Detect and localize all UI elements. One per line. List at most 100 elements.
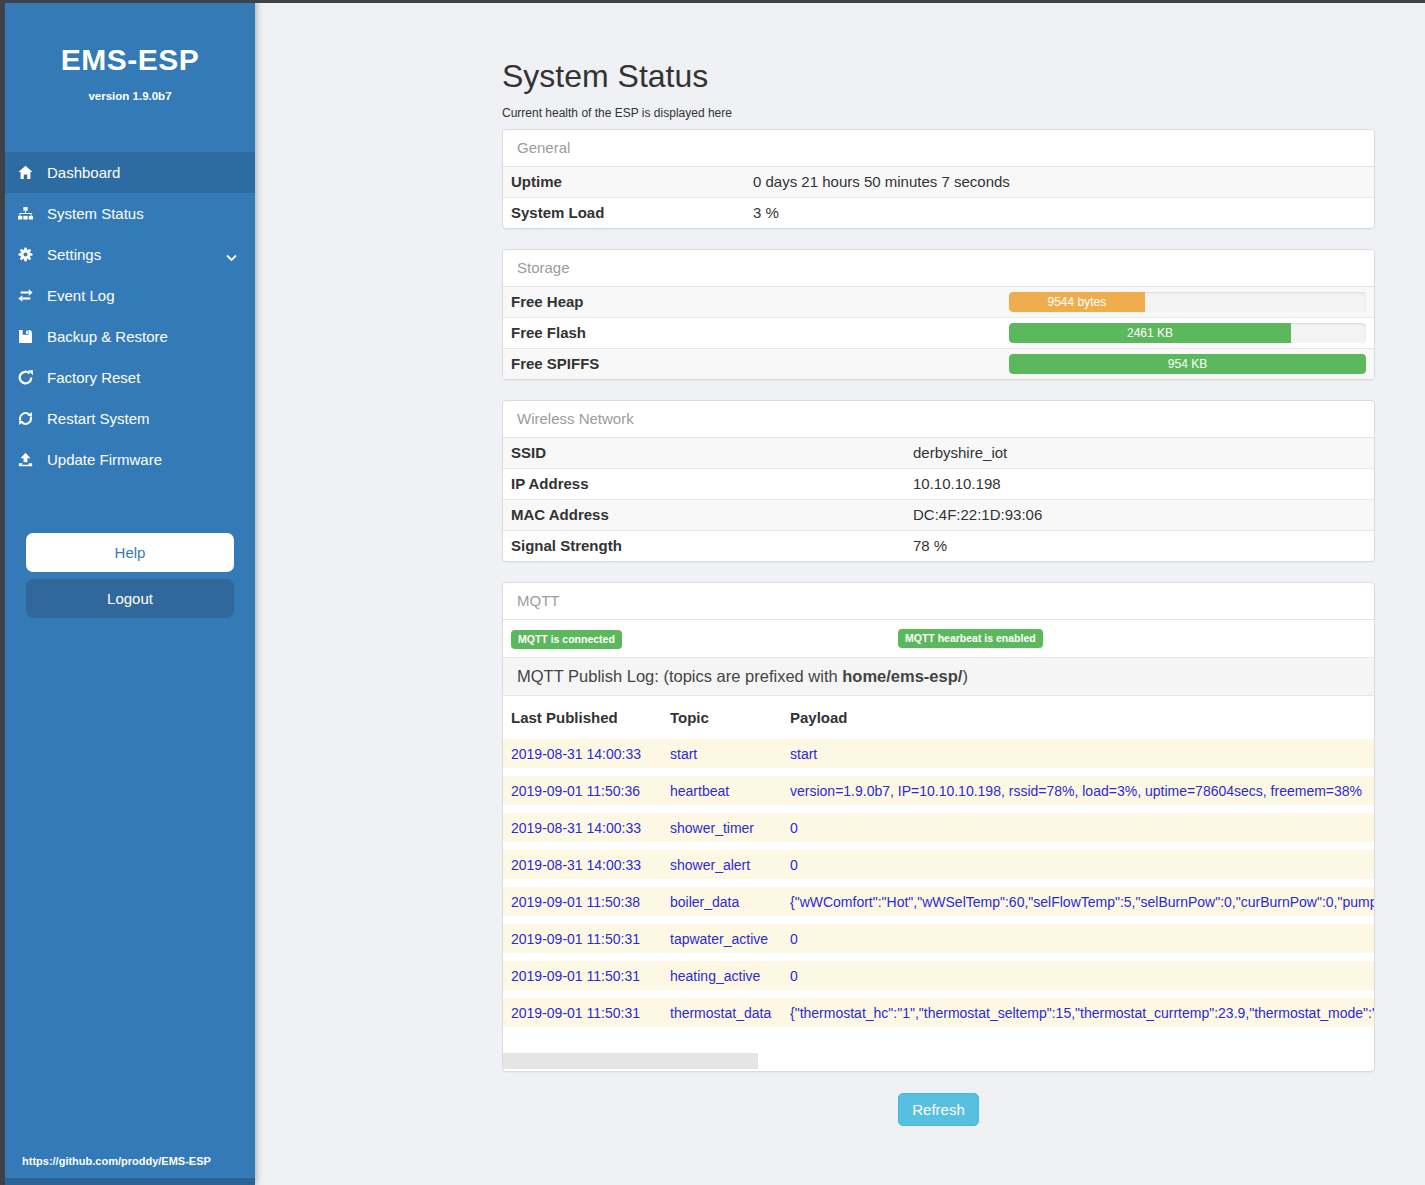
table-row: Uptime0 days 21 hours 50 minutes 7 secon… xyxy=(503,167,1374,197)
row-label: Signal Strength xyxy=(511,536,913,556)
sidebar-item-label: Dashboard xyxy=(47,164,120,181)
table-row: Signal Strength78 % xyxy=(503,530,1374,561)
row-value: 3 % xyxy=(753,203,1366,223)
log-payload: 0 xyxy=(790,968,1374,984)
log-payload: version=1.9.0b7, IP=10.10.10.198, rssid=… xyxy=(790,783,1374,799)
sidebar-item-dashboard[interactable]: Dashboard xyxy=(5,152,255,193)
row-label: Free Heap xyxy=(511,292,1009,312)
log-payload: 0 xyxy=(790,857,1374,873)
log-topic: shower_timer xyxy=(670,820,790,836)
progress-bar-fill: 2461 KB xyxy=(1009,323,1291,343)
row-value: 10.10.10.198 xyxy=(913,474,1366,494)
sidebar-item-label: Backup & Restore xyxy=(47,328,168,345)
sidebar-item-restart-system[interactable]: Restart System xyxy=(5,398,255,439)
row-label: MAC Address xyxy=(511,505,913,525)
log-last-published: 2019-08-31 14:00:33 xyxy=(503,857,670,873)
table-row: System Load3 % xyxy=(503,197,1374,228)
chevron-down-icon xyxy=(226,248,237,265)
table-row: SSIDderbyshire_iot xyxy=(503,438,1374,468)
mqtt-publish-log-caption: MQTT Publish Log: (topics are prefixed w… xyxy=(503,657,1374,696)
sitemap-icon xyxy=(18,206,33,221)
progress-bar-track: 2461 KB xyxy=(1009,323,1366,343)
row-value: 78 % xyxy=(913,536,1366,556)
mqtt-log-row: 2019-08-31 14:00:33shower_alert0 xyxy=(503,850,1374,879)
panel-general-heading: General xyxy=(503,130,1374,167)
progress-bar-fill: 9544 bytes xyxy=(1009,292,1145,312)
upload-icon xyxy=(18,452,33,467)
page-subtitle: Current health of the ESP is displayed h… xyxy=(502,106,1375,120)
panel-storage-heading: Storage xyxy=(503,250,1374,287)
refresh-button[interactable]: Refresh xyxy=(898,1093,979,1126)
table-row: Free Flash2461 KB xyxy=(503,317,1374,348)
log-payload: start xyxy=(790,746,1374,762)
mqtt-log-row: 2019-08-31 14:00:33shower_timer0 xyxy=(503,813,1374,842)
exchange-icon xyxy=(18,288,33,303)
row-label: Uptime xyxy=(511,172,753,192)
row-label: IP Address xyxy=(511,474,913,494)
panel-mqtt-heading: MQTT xyxy=(503,583,1374,620)
page-title: System Status xyxy=(502,0,1375,93)
gear-icon xyxy=(18,247,33,262)
help-button[interactable]: Help xyxy=(26,533,234,572)
save-icon xyxy=(18,329,33,344)
home-icon xyxy=(18,165,33,180)
sidebar-item-label: System Status xyxy=(47,205,144,222)
sidebar-item-settings[interactable]: Settings xyxy=(5,234,255,275)
row-label: System Load xyxy=(511,203,753,223)
progress-bar-track: 954 KB xyxy=(1009,354,1366,374)
log-last-published: 2019-09-01 11:50:36 xyxy=(503,783,670,799)
sidebar-item-label: Event Log xyxy=(47,287,115,304)
log-last-published: 2019-09-01 11:50:38 xyxy=(503,894,670,910)
col-topic: Topic xyxy=(670,707,790,728)
log-last-published: 2019-09-01 11:50:31 xyxy=(503,1005,670,1021)
sidebar-item-system-status[interactable]: System Status xyxy=(5,193,255,234)
col-last-published: Last Published xyxy=(503,707,670,728)
table-row: Free Heap9544 bytes xyxy=(503,287,1374,317)
mqtt-log-row: 2019-09-01 11:50:31heating_active0 xyxy=(503,961,1374,990)
sidebar-item-backup-restore[interactable]: Backup & Restore xyxy=(5,316,255,357)
log-topic: heartbeat xyxy=(670,783,790,799)
row-label: SSID xyxy=(511,443,913,463)
log-payload: {"wWComfort":"Hot","wWSelTemp":60,"selFl… xyxy=(790,894,1374,910)
mqtt-log-row: 2019-09-01 11:50:38boiler_data{"wWComfor… xyxy=(503,887,1374,916)
table-row: IP Address10.10.10.198 xyxy=(503,468,1374,499)
mqtt-log-row: 2019-08-31 14:00:33startstart xyxy=(503,739,1374,768)
log-payload: 0 xyxy=(790,931,1374,947)
refresh-icon xyxy=(18,411,33,426)
sidebar-nav: Dashboard System Status Settings Event Log B… xyxy=(5,152,255,480)
sidebar-item-update-firmware[interactable]: Update Firmware xyxy=(5,439,255,480)
row-value: derbyshire_iot xyxy=(913,443,1366,463)
mqtt-log-row: 2019-09-01 11:50:31tapwater_active0 xyxy=(503,924,1374,953)
sidebar-item-factory-reset[interactable]: Factory Reset xyxy=(5,357,255,398)
log-topic: shower_alert xyxy=(670,857,790,873)
panel-mqtt: MQTT MQTT is connected MQTT hearbeat is … xyxy=(502,582,1375,1072)
panel-wireless-heading: Wireless Network xyxy=(503,401,1374,438)
horizontal-scrollbar-thumb[interactable] xyxy=(503,1053,758,1069)
log-last-published: 2019-08-31 14:00:33 xyxy=(503,746,670,762)
log-topic: thermostat_data xyxy=(670,1005,790,1021)
log-topic: heating_active xyxy=(670,968,790,984)
app-title: EMS-ESP xyxy=(5,43,255,77)
log-payload: {"thermostat_hc":"1","thermostat_seltemp… xyxy=(790,1005,1374,1021)
sidebar-item-label: Factory Reset xyxy=(47,369,140,386)
horizontal-scrollbar xyxy=(503,1053,1374,1069)
sidebar-item-label: Settings xyxy=(47,246,101,263)
mqtt-log-row: 2019-09-01 11:50:36heartbeatversion=1.9.… xyxy=(503,776,1374,805)
panel-general: General Uptime0 days 21 hours 50 minutes… xyxy=(502,129,1375,229)
sidebar-item-label: Restart System xyxy=(47,410,150,427)
main-content: System Status Current health of the ESP … xyxy=(502,0,1375,1126)
logout-button[interactable]: Logout xyxy=(26,579,234,618)
table-row: Free SPIFFS954 KB xyxy=(503,348,1374,379)
sidebar-item-event-log[interactable]: Event Log xyxy=(5,275,255,316)
table-row: MAC AddressDC:4F:22:1D:93:06 xyxy=(503,499,1374,530)
row-label: Free Flash xyxy=(511,323,1009,343)
progress-bar-track: 9544 bytes xyxy=(1009,292,1366,312)
log-last-published: 2019-08-31 14:00:33 xyxy=(503,820,670,836)
row-value: 0 days 21 hours 50 minutes 7 seconds xyxy=(753,172,1366,192)
github-link[interactable]: https://github.com/proddy/EMS-ESP xyxy=(22,1155,211,1167)
sidebar: EMS-ESP version 1.9.0b7 DashboardSystem … xyxy=(0,0,255,1185)
mqtt-connected-badge: MQTT is connected xyxy=(511,630,622,649)
panel-wireless: Wireless Network SSIDderbyshire_iotIP Ad… xyxy=(502,400,1375,562)
log-last-published: 2019-09-01 11:50:31 xyxy=(503,968,670,984)
sidebar-bottom-strip xyxy=(5,1178,255,1185)
